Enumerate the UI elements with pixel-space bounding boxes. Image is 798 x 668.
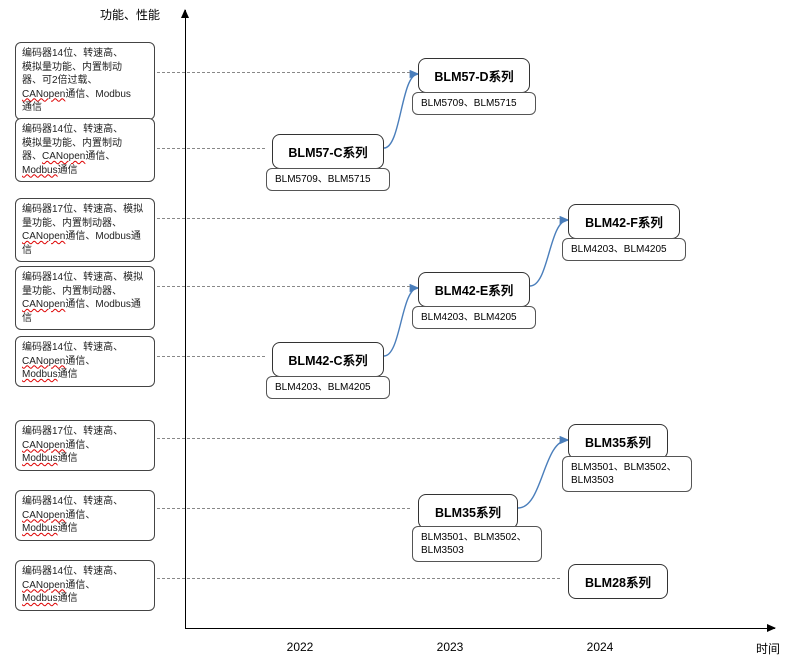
product-box: BLM42-E系列: [418, 272, 530, 307]
product-sub-box: BLM5709、BLM5715: [266, 168, 390, 191]
product-title: BLM42-F系列: [569, 205, 679, 238]
x-tick: 2023: [420, 640, 480, 654]
product-title: BLM28系列: [569, 565, 667, 598]
product-title: BLM42-E系列: [419, 273, 529, 306]
description-box: 编码器14位、转速高、CANopen通信、Modbus通信: [15, 336, 155, 387]
product-title: BLM35系列: [569, 425, 667, 458]
product-title: BLM42-C系列: [273, 343, 383, 376]
description-box: 编码器14位、转速高、模拟量功能、内置制动器、CANopen通信、Modbus通…: [15, 266, 155, 330]
product-sub-box: BLM3501、BLM3502、BLM3503: [412, 526, 542, 562]
x-tick: 2022: [270, 640, 330, 654]
description-box: 编码器17位、转速高、模拟量功能、内置制动器、CANopen通信、Modbus通…: [15, 198, 155, 262]
product-title: BLM57-C系列: [273, 135, 383, 168]
product-box: BLM57-C系列: [272, 134, 384, 169]
product-box: BLM28系列: [568, 564, 668, 599]
description-box: 编码器14位、转速高、CANopen通信、Modbus通信: [15, 490, 155, 541]
axis-y-label: 功能、性能: [100, 6, 160, 23]
axis-x: [185, 628, 775, 629]
product-box: BLM42-F系列: [568, 204, 680, 239]
description-box: 编码器14位、转速高、模拟量功能、内置制动器、CANopen通信、Modbus通…: [15, 118, 155, 182]
roadmap-diagram: 功能、性能 时间 2022 2023 2024 编码器14位、转速高、模拟量功能、内置…: [0, 0, 798, 668]
x-tick: 2024: [570, 640, 630, 654]
product-sub-box: BLM4203、BLM4205: [412, 306, 536, 329]
product-box: BLM35系列: [568, 424, 668, 459]
description-box: 编码器14位、转速高、模拟量功能、内置制动器、可2倍过载、CANopen通信、M…: [15, 42, 155, 120]
product-sub-box: BLM4203、BLM4205: [562, 238, 686, 261]
axis-x-label: 时间: [756, 640, 780, 657]
product-box: BLM42-C系列: [272, 342, 384, 377]
connector-arrow: [518, 440, 568, 508]
description-box: 编码器14位、转速高、CANopen通信、Modbus通信: [15, 560, 155, 611]
dash-line: [157, 356, 265, 357]
dash-line: [157, 72, 410, 73]
product-box: BLM57-D系列: [418, 58, 530, 93]
product-title: BLM35系列: [419, 495, 517, 528]
axis-y: [185, 10, 186, 628]
product-title: BLM57-D系列: [419, 59, 529, 92]
product-box: BLM35系列: [418, 494, 518, 529]
product-sub-box: BLM3501、BLM3502、BLM3503: [562, 456, 692, 492]
dash-line: [157, 148, 265, 149]
dash-line: [157, 218, 560, 219]
dash-line: [157, 438, 560, 439]
product-sub-box: BLM5709、BLM5715: [412, 92, 536, 115]
dash-line: [157, 508, 410, 509]
dash-line: [157, 578, 560, 579]
product-sub-box: BLM4203、BLM4205: [266, 376, 390, 399]
dash-line: [157, 286, 410, 287]
description-box: 编码器17位、转速高、CANopen通信、Modbus通信: [15, 420, 155, 471]
